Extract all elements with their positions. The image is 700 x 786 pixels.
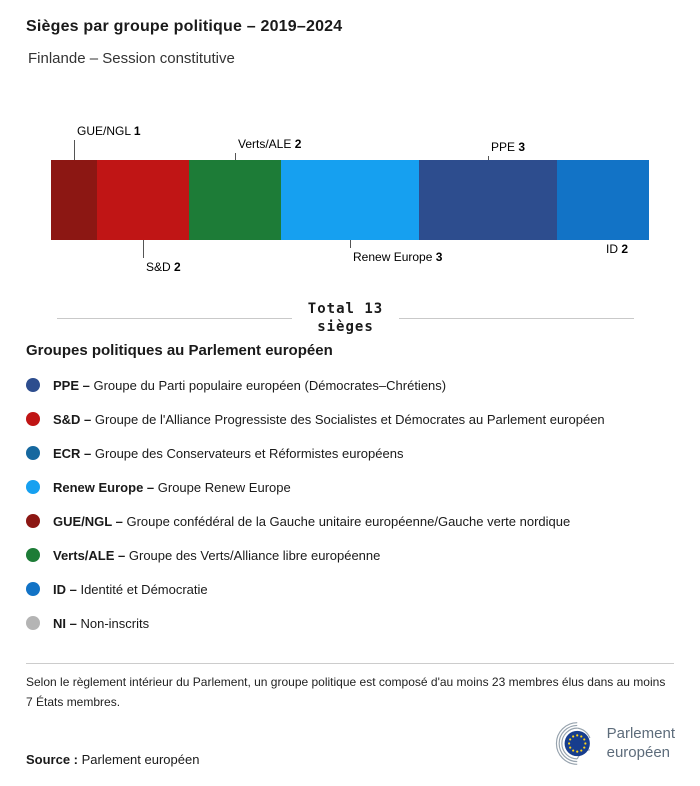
parliament-logo-text: Parlement européen (607, 725, 675, 763)
logo-line2: européen (606, 743, 671, 761)
page-title: Sièges par groupe politique – 2019–2024 (26, 18, 343, 35)
legend-label: GUE/NGL – Groupe confédéral de la Gauche… (53, 513, 571, 529)
legend-dot-verts-ale (26, 548, 40, 562)
footnote: Selon le règlement intérieur du Parlemen… (26, 675, 666, 709)
legend-label: ECR – Groupe des Conservateurs et Réform… (53, 445, 404, 461)
legend-dot-s-d (26, 412, 40, 426)
legend-dot-gue-ngl (26, 514, 40, 528)
legend-dot-ppe (26, 378, 40, 392)
legend-item-gue-ngl: GUE/NGL – Groupe confédéral de la Gauche… (26, 504, 676, 538)
legend-item-ppe: PPE – Groupe du Parti populaire européen… (26, 368, 676, 402)
legend-list: PPE – Groupe du Parti populaire européen… (26, 368, 676, 640)
segment-label-ppe: PPE 3 (491, 140, 526, 154)
legend-dot-renew-europe (26, 480, 40, 494)
bar-segment-verts-ale (189, 160, 281, 240)
legend-heading: Groupes politiques au Parlement européen (26, 342, 333, 359)
legend-label: S&D – Groupe de l'Alliance Progressiste … (53, 411, 605, 427)
total-seats-line2: sièges (317, 319, 374, 336)
footer-divider (26, 663, 674, 664)
legend-item-id: ID – Identité et Démocratie (26, 572, 676, 606)
segment-label-id: ID 2 (606, 242, 629, 256)
callout-tick-s-d (143, 240, 144, 258)
callout-tick-ppe (488, 156, 489, 160)
callout-tick-gue-ngl (74, 140, 75, 160)
parliament-hemicycle-icon (555, 722, 591, 765)
eu-stars (567, 734, 587, 753)
legend-item-ni: NI – Non-inscrits (26, 606, 676, 640)
legend-label: PPE – Groupe du Parti populaire européen… (53, 377, 447, 393)
callout-tick-verts-ale (235, 153, 236, 160)
bar-segment-gue-ngl (51, 160, 97, 240)
legend-label: Verts/ALE – Groupe des Verts/Alliance li… (53, 547, 381, 563)
segment-label-gue-ngl: GUE/NGL 1 (77, 124, 141, 138)
parliament-logo: Parlement européen (541, 720, 675, 767)
legend-label: ID – Identité et Démocratie (53, 581, 208, 597)
total-seats-label: Total 13 sièges (308, 300, 383, 336)
bar-segment-renew-europe (281, 160, 419, 240)
bar-segment-id (557, 160, 649, 240)
legend-dot-ni (26, 616, 40, 630)
legend-item-verts-ale: Verts/ALE – Groupe des Verts/Alliance li… (26, 538, 676, 572)
legend-item-renew-europe: Renew Europe – Groupe Renew Europe (26, 470, 676, 504)
total-right-rule (399, 317, 634, 319)
source-value: Parlement européen (81, 752, 200, 767)
legend-item-ecr: ECR – Groupe des Conservateurs et Réform… (26, 436, 676, 470)
total-seats-line1: Total 13 (307, 301, 384, 317)
legend-label: Renew Europe – Groupe Renew Europe (53, 479, 291, 495)
segment-label-s-d: S&D 2 (146, 260, 181, 274)
legend-dot-id (26, 582, 40, 596)
total-left-rule (57, 317, 292, 319)
legend-label: NI – Non-inscrits (53, 615, 150, 631)
segment-label-renew-europe: Renew Europe 3 (353, 250, 443, 264)
segment-label-verts-ale: Verts/ALE 2 (238, 137, 302, 151)
legend-dot-ecr (26, 446, 40, 460)
total-seats-row: Total 13 sièges (57, 300, 634, 336)
eu-flag-circle (564, 730, 590, 757)
source-label: Source : (26, 752, 79, 767)
source-line: Source : Parlement européen (26, 752, 199, 767)
callout-tick-renew-europe (350, 240, 351, 248)
legend-item-s-d: S&D – Groupe de l'Alliance Progressiste … (26, 402, 676, 436)
logo-line1: Parlement (606, 724, 675, 742)
page-subtitle: Finlande – Session constitutive (28, 50, 235, 67)
seat-bar (51, 160, 649, 240)
bar-segment-s-d (97, 160, 189, 240)
bar-segment-ppe (419, 160, 557, 240)
